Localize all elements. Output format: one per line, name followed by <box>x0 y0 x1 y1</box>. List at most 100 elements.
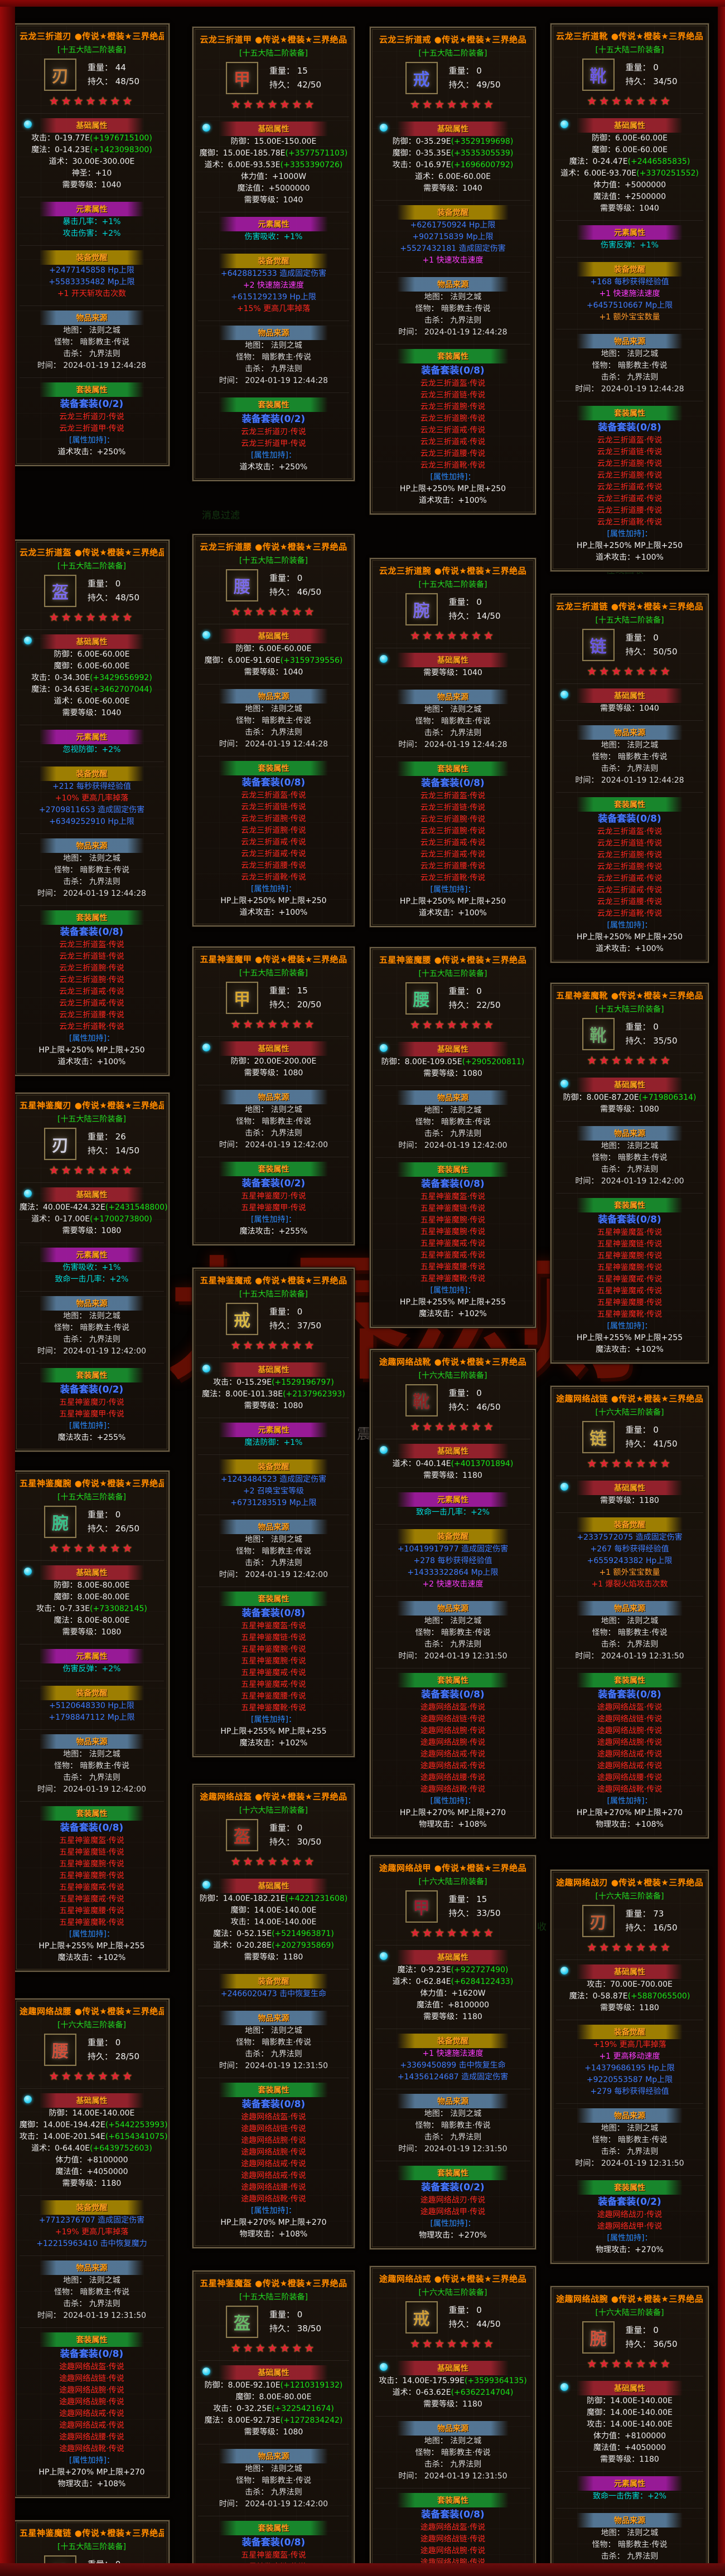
base-banner: 基础属性 <box>219 122 328 136</box>
set-boost-label: [属性加持]： <box>69 436 114 445</box>
source-line: 击杀： 九界法则 <box>601 373 659 382</box>
item-card[interactable]: 云龙三折道甲 ●传说★橙装★三界绝品 [十五大陆二阶装备] 甲 重量： 15 持… <box>192 26 355 482</box>
element-section: 元素属性 致命一击几率：+2% <box>375 1487 530 1519</box>
element-line: 伤害吸收：+1% <box>62 1263 121 1272</box>
set-item-line: 五星神鉴魔刃·传说 <box>241 1192 306 1201</box>
item-icon-glyph: 腕 <box>52 1514 69 1534</box>
set-item-line: 五星神鉴魔腕·传说 <box>597 1251 663 1260</box>
weight-label: 重量： 0 <box>269 573 303 583</box>
set-section: 套装属性 装备套装(0/8) 云龙三折道盔·传说 云龙三折道链·传说 云龙三折道腕·传说… <box>556 401 703 564</box>
item-card[interactable]: 云龙三折道链 ●传说★橙装★三界绝品 [十五大陆二阶装备] 链 重量： 0 持久… <box>550 593 709 963</box>
item-header-row: 戒 重量： 0 持久： 37/50 <box>198 1303 349 1335</box>
item-card[interactable]: 云龙三折道盔 ●传说★橙装★三界绝品 [十五大陆二阶装备] 盔 重量： 0 持久… <box>13 539 170 1076</box>
source-line: 击杀： 九界法则 <box>424 1129 482 1138</box>
source-line: 地图： 法则之城 <box>245 341 302 350</box>
item-card[interactable]: 途趣网络战刃 ●传说★橙装★三界绝品 [十六大陆三阶装备] 刃 重量： 73 持… <box>550 1869 709 2264</box>
item-card[interactable]: 五星神鉴魔刃 ●传说★橙装★三界绝品 [十五大陆三阶装备] 刃 重量： 26 持… <box>13 1092 170 1452</box>
awaken-line: +2 快速攻击速度 <box>422 1580 484 1589</box>
awaken-line: +278 每秒获得经验值 <box>413 1556 492 1565</box>
item-icon[interactable]: 盔 <box>226 1819 258 1851</box>
card-body: 基础属性 防御：20.00E-200.00E 需要等级：1080 物品来源 地图： 法则… <box>198 1036 349 1238</box>
item-header-row: 盔 重量： 0 持久： 38/50 <box>198 2306 349 2338</box>
item-icon[interactable]: 刃 <box>44 59 76 91</box>
item-card[interactable]: 云龙三折道腕 ●传说★橙装★三界绝品 [十五大陆二阶装备] 腕 重量： 0 持久… <box>369 557 536 928</box>
source-line: 击杀： 九界法则 <box>245 728 302 737</box>
set-bonus-line: 物理攻击：+108% <box>419 1820 487 1829</box>
item-icon[interactable]: 腰 <box>405 982 438 1015</box>
item-icon[interactable]: 腕 <box>582 2321 615 2354</box>
set-boost-label: [属性加持]： <box>430 1286 476 1295</box>
cyan-dot-icon <box>380 124 388 132</box>
item-card[interactable]: 途趣网络战靴 ●传说★橙装★三界绝品 [十六大陆三阶装备] 靴 重量： 0 持久… <box>369 1348 536 1839</box>
item-card[interactable]: 五星神鉴魔靴 ●传说★橙装★三界绝品 [十五大陆三阶装备] 靴 重量： 0 持久… <box>550 982 709 1364</box>
item-icon[interactable]: 腕 <box>405 593 438 625</box>
item-icon[interactable]: 甲 <box>226 982 258 1014</box>
item-card[interactable]: 云龙三折道刃 ●传说★橙装★三界绝品 [十五大陆二阶装备] 刃 重量： 44 持… <box>13 23 170 467</box>
item-icon[interactable]: 靴 <box>582 1018 615 1050</box>
item-card[interactable]: 五星神鉴魔腰 ●传说★橙装★三界绝品 [十五大陆三阶装备] 腰 重量： 0 持久… <box>369 947 536 1328</box>
item-card[interactable]: 五星神鉴魔盔 ●传说★橙装★三界绝品 [十五大陆三阶装备] 盔 重量： 0 持久… <box>192 2270 355 2576</box>
card-title: 云龙三折道盔 ●传说★橙装★三界绝品 <box>20 547 164 557</box>
item-icon[interactable]: 盔 <box>44 575 76 607</box>
item-card[interactable]: 云龙三折道戒 ●传说★橙装★三界绝品 [十五大陆二阶装备] 戒 重量： 0 持久… <box>369 26 536 515</box>
base-section: 基础属性 防御：8.00E-92.10E(+1210319132) 魔御：8.00E… <box>198 2360 349 2438</box>
item-icon[interactable]: 刃 <box>44 1128 76 1160</box>
item-card[interactable]: 途趣网络战腰 ●传说★橙装★三界绝品 [十六大陆三阶装备] 腰 重量： 0 持久… <box>13 1998 170 2499</box>
set-banner: 套装属性 <box>219 1592 328 1606</box>
set-item-line: 途趣网络战盔·传说 <box>597 1703 663 1712</box>
item-icon[interactable]: 刃 <box>582 1905 615 1937</box>
item-card[interactable]: 云龙三折道腰 ●传说★橙装★三界绝品 [十五大陆二阶装备] 腰 重量： 0 持久… <box>192 533 355 927</box>
item-icon[interactable]: 腰 <box>226 569 258 601</box>
source-banner: 物品来源 <box>576 334 683 348</box>
awaken-section: 装备觉醒 +2466020473 击中恢复生命 <box>198 1969 349 2000</box>
item-card[interactable]: 五星神鉴魔腕 ●传说★橙装★三界绝品 [十五大陆三阶装备] 腕 重量： 0 持久… <box>13 1470 170 1972</box>
source-line: 怪物： 暗影教主·传说 <box>54 2288 129 2297</box>
item-icon[interactable]: 靴 <box>405 1384 438 1416</box>
item-icon[interactable]: 链 <box>582 629 615 661</box>
awaken-line: +1 快速攻击速度 <box>422 256 484 265</box>
card-tier-label: [十五大陆三阶装备] <box>239 1290 308 1299</box>
right-border-strip <box>718 7 725 2576</box>
item-icon[interactable]: 链 <box>582 1421 615 1453</box>
source-line: 击杀： 九界法则 <box>424 2133 482 2142</box>
source-banner: 物品来源 <box>219 2011 328 2025</box>
cyan-dot-icon <box>24 637 32 644</box>
item-card[interactable]: 途趣网络战盔 ●传说★橙装★三界绝品 [十六大陆三阶装备] 盔 重量： 0 持久… <box>192 1783 355 2249</box>
item-icon[interactable]: 戒 <box>405 2301 438 2334</box>
item-card[interactable]: 五星神鉴魔戒 ●传说★橙装★三界绝品 [十五大陆三阶装备] 戒 重量： 0 持久… <box>192 1267 355 1758</box>
card-tier-label: [十五大陆三阶装备] <box>595 1005 664 1014</box>
item-card[interactable]: 途趣网络战腕 ●传说★橙装★三界绝品 [十六大陆三阶装备] 腕 重量： 0 持久… <box>550 2286 709 2576</box>
awaken-line: +2337572075 造成固定伤害 <box>577 1533 683 1542</box>
item-card[interactable]: 途趣网络战戒 ●传说★橙装★三界绝品 [十六大陆三阶装备] 戒 重量： 0 持久… <box>369 2265 536 2576</box>
set-item-line: 途趣网络战链·传说 <box>241 2124 306 2133</box>
base-banner: 基础属性 <box>219 1879 328 1893</box>
source-line: 怪物： 暗影教主·传说 <box>54 1323 129 1332</box>
item-icon-glyph: 链 <box>589 1429 607 1449</box>
item-icon[interactable]: 靴 <box>582 59 615 91</box>
set-item-line: 云龙三折道靴·传说 <box>420 874 486 882</box>
set-section: 套装属性 装备套装(0/2) 途趣网络战刃·传说 途趣网络战甲·传说 [属性加持]： 物理… <box>375 2161 530 2242</box>
item-icon[interactable]: 戒 <box>405 62 438 94</box>
item-icon[interactable]: 甲 <box>405 1890 438 1923</box>
item-icon[interactable]: 腰 <box>44 2034 76 2066</box>
weight-label: 重量： 0 <box>448 597 482 607</box>
item-card[interactable]: 云龙三折道靴 ●传说★橙装★三界绝品 [十五大陆二阶装备] 靴 重量： 0 持久… <box>550 23 709 572</box>
item-icon[interactable]: 腕 <box>44 1506 76 1538</box>
source-line: 怪物： 暗影教主·传说 <box>592 1628 668 1637</box>
durability-label: 持久： 20/50 <box>269 1000 321 1010</box>
item-icon[interactable]: 戒 <box>226 1303 258 1335</box>
item-icon[interactable]: 盔 <box>226 2306 258 2338</box>
item-icon-glyph: 戒 <box>413 70 430 90</box>
card-title: 途趣网络战靴 ●传说★橙装★三界绝品 <box>379 1357 527 1367</box>
item-icon[interactable]: 甲 <box>226 62 258 94</box>
item-header-row: 戒 重量： 0 持久： 49/50 <box>375 62 530 94</box>
set-bonus-line: 道术攻击：+250% <box>239 463 308 472</box>
item-card[interactable]: 五星神鉴魔甲 ●传说★橙装★三界绝品 [十五大陆三阶装备] 甲 重量： 15 持… <box>192 946 355 1246</box>
set-item-line: 途趣网络战腕·传说 <box>241 2136 306 2145</box>
card-tier-label: [十六大陆三阶装备] <box>418 1878 487 1886</box>
card-tier-label: [十五大陆二阶装备] <box>239 556 308 565</box>
stat-line: 体力值：+1000W <box>240 172 307 181</box>
source-section: 物品来源地图： 法则之城怪物： 暗影教主·传说击杀： 九界法则时间： 2024-… <box>375 1596 530 1662</box>
item-card[interactable]: 途趣网络战甲 ●传说★橙装★三界绝品 [十六大陆三阶装备] 甲 重量： 15 持… <box>369 1855 536 2250</box>
item-card[interactable]: 途趣网络战链 ●传说★橙装★三界绝品 [十六大陆三阶装备] 链 重量： 0 持久… <box>550 1385 709 1839</box>
